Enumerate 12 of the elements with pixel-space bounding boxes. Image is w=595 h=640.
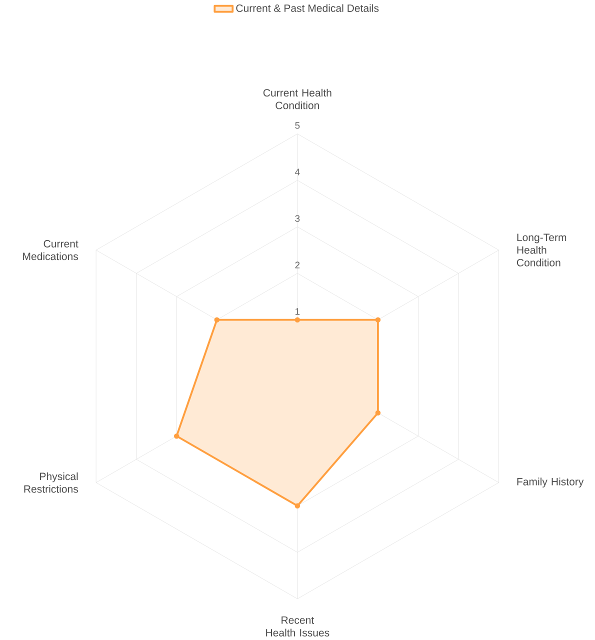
spoke-label: Current Health Condition [264,88,332,110]
y-tick-label: 1 [296,308,300,315]
legend-label: Current & Past Medical Details [236,4,379,12]
spoke-label: Family History [517,478,584,488]
spoke-label: Current Medications [23,240,78,260]
y-tick-label: 4 [295,168,300,176]
y-tick-label: 2 [295,262,300,268]
y-tick-label: 5 [295,122,300,129]
spoke-label: Recent Health Issues [266,616,330,636]
spoke-label: Physical Restrictions [24,472,78,493]
spoke-label: Long-Term Health Condition [517,234,566,266]
y-tick-label: 3 [295,215,300,222]
